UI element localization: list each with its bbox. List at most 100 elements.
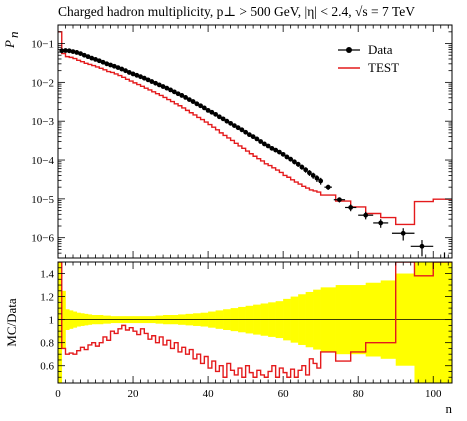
- y-tick-label: 0.6: [40, 361, 54, 373]
- data-point: [115, 65, 121, 70]
- y-label-text: P: [2, 40, 17, 49]
- test-series-line: [58, 31, 452, 226]
- data-marker: [115, 65, 121, 70]
- data-point: [288, 156, 294, 162]
- x-tick-label: 100: [425, 388, 442, 400]
- x-tick-label: 60: [278, 388, 290, 400]
- data-marker: [66, 48, 72, 54]
- data-point: [239, 127, 245, 133]
- y-tick-label: 1.4: [40, 269, 54, 281]
- legend: Data TEST: [338, 42, 399, 75]
- data-point: [391, 228, 415, 241]
- data-point: [310, 172, 316, 179]
- legend-test-label: TEST: [368, 60, 399, 75]
- data-marker: [126, 70, 132, 75]
- data-marker: [179, 93, 185, 98]
- data-marker: [111, 63, 117, 69]
- data-point: [358, 211, 374, 220]
- data-marker: [216, 114, 222, 120]
- data-marker: [348, 205, 354, 210]
- data-marker: [419, 243, 425, 249]
- data-point: [303, 167, 309, 173]
- data-marker: [363, 212, 369, 218]
- ratio-test-series: [58, 262, 452, 378]
- data-marker: [280, 151, 286, 157]
- band-bin: [58, 262, 63, 383]
- data-marker: [175, 91, 181, 97]
- data-marker: [63, 48, 68, 53]
- data-point: [78, 51, 83, 57]
- data-marker: [235, 125, 241, 131]
- x-tick-label: 0: [55, 388, 61, 400]
- data-marker: [190, 99, 196, 104]
- data-point: [410, 240, 434, 257]
- data-marker: [276, 149, 282, 155]
- data-point: [171, 89, 177, 95]
- data-point: [220, 116, 226, 122]
- data-point: [224, 118, 230, 124]
- data-marker: [325, 184, 331, 190]
- data-marker: [254, 136, 260, 142]
- data-marker: [213, 111, 219, 117]
- data-marker: [205, 107, 211, 113]
- data-point: [104, 61, 110, 67]
- data-marker: [231, 123, 237, 129]
- data-marker: [168, 87, 173, 93]
- data-point: [333, 197, 346, 203]
- data-marker: [145, 77, 151, 83]
- data-marker: [186, 97, 192, 102]
- data-marker: [292, 159, 297, 165]
- data-point: [273, 147, 279, 153]
- main-plot-panel: 10−6 10−5 10−4 10−3 10−2 10−1 Pn: [2, 24, 453, 259]
- data-point: [307, 170, 312, 176]
- y-tick-label: 10−1: [31, 39, 54, 51]
- data-marker: [149, 79, 155, 84]
- band-bin: [433, 262, 452, 383]
- data-point: [111, 63, 117, 69]
- data-marker: [246, 132, 252, 138]
- data-point: [205, 107, 211, 113]
- data-point: [213, 111, 219, 117]
- data-marker: [160, 84, 166, 89]
- y-tick-label: 1: [49, 315, 55, 327]
- ratio-x-axis: 0 20 40 60 80 100: [55, 262, 449, 400]
- data-marker: [134, 72, 140, 78]
- data-point: [175, 91, 181, 97]
- data-marker: [81, 52, 87, 58]
- data-point: [149, 79, 155, 84]
- y-tick-label: 10−3: [31, 116, 54, 128]
- data-marker: [104, 61, 110, 67]
- data-point: [179, 93, 185, 98]
- data-point: [246, 132, 252, 138]
- data-point: [130, 71, 136, 77]
- data-point: [145, 77, 151, 83]
- data-marker: [303, 167, 309, 173]
- uncertainty-band: [58, 262, 452, 383]
- data-point: [186, 97, 192, 102]
- data-point: [70, 49, 76, 54]
- data-point: [295, 161, 301, 167]
- ratio-y-label: MC/Data: [4, 298, 19, 347]
- data-marker: [198, 103, 203, 109]
- y-tick-label: 1.2: [40, 292, 54, 304]
- data-point: [250, 134, 256, 140]
- data-marker: [273, 147, 279, 153]
- data-point: [119, 66, 125, 72]
- data-point: [138, 74, 143, 80]
- data-marker: [228, 120, 234, 126]
- data-marker: [119, 66, 125, 72]
- data-marker: [318, 178, 324, 184]
- data-point: [265, 143, 271, 149]
- data-marker: [307, 170, 312, 176]
- data-marker: [183, 94, 188, 100]
- data-marker: [299, 164, 305, 170]
- chart-title: Charged hadron multiplicity, p⊥ > 500 Ge…: [58, 4, 415, 19]
- data-point: [373, 219, 389, 228]
- data-point: [81, 52, 87, 58]
- data-point: [100, 59, 106, 65]
- data-marker: [378, 220, 384, 226]
- data-marker: [243, 129, 249, 135]
- data-point: [74, 50, 80, 55]
- data-marker: [288, 156, 294, 162]
